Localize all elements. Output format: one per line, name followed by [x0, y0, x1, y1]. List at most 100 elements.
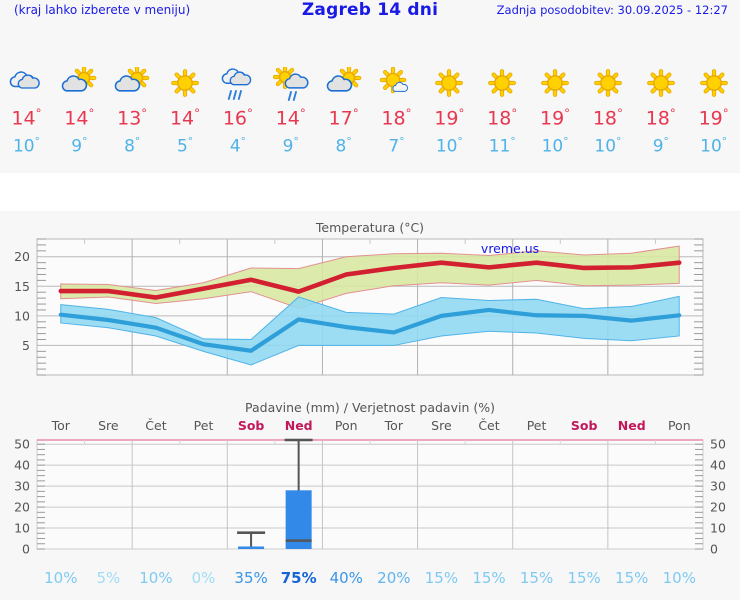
max-temperature: 18° [381, 106, 412, 130]
precipitation-day-label: Tor [384, 418, 403, 433]
precipitation-day-label: Čet [478, 418, 500, 433]
svg-text:vreme.us: vreme.us [481, 241, 539, 256]
day-column[interactable]: 16° 4° [211, 23, 264, 173]
precipitation-probability-row: 10% 5% 10% 0% 35% 75% 40% 20% 15% 15% 15% 15% 15% 10% [37, 569, 703, 593]
precipitation-probability: 15% [424, 569, 459, 587]
svg-text:15: 15 [14, 279, 30, 294]
section-divider [0, 173, 740, 211]
min-temperature: 7° [388, 136, 405, 157]
day-column[interactable]: 14° 5° [159, 23, 212, 173]
day-column[interactable]: 18° 9° [634, 23, 687, 173]
max-temperature: 14° [275, 106, 306, 130]
day-column[interactable]: 18° 10° [581, 23, 634, 173]
sunny-icon [588, 67, 628, 101]
precipitation-probability: 20% [377, 569, 411, 587]
precipitation-chart-section: Padavine (mm) / Verjetnost padavin (%) T… [0, 396, 740, 600]
partly-sunny-icon [324, 65, 364, 101]
min-temperature: 10° [700, 136, 728, 157]
precipitation-probability: 15% [519, 569, 554, 587]
precipitation-probability: 35% [234, 569, 268, 587]
svg-text:10: 10 [14, 521, 30, 536]
min-temperature: 9° [71, 136, 88, 157]
precipitation-day-label: Sob [570, 418, 598, 433]
day-column[interactable]: 13° 8° [106, 23, 159, 173]
svg-text:50: 50 [14, 437, 30, 452]
precipitation-day-label: Pet [193, 418, 214, 433]
svg-text:50: 50 [710, 437, 726, 452]
day-columns: 14° 10° 14° 9° 13° 8° 14° 5° 16° 4° 14° 9° 17° 8… [0, 23, 740, 173]
partly-sunny-icon [112, 65, 152, 101]
min-temperature: 11° [488, 136, 516, 157]
max-temperature: 14° [169, 106, 201, 130]
svg-text:10: 10 [710, 521, 726, 536]
precipitation-day-label: Čet [145, 418, 167, 433]
max-temperature: 18° [592, 106, 623, 130]
cloudy-icon [6, 67, 46, 101]
max-temperature: 14° [11, 106, 42, 130]
precipitation-day-label: Ned [284, 418, 313, 433]
precipitation-probability: 10% [44, 569, 78, 587]
precipitation-day-label: Pet [526, 418, 547, 433]
sun-small-cloud-icon [376, 66, 416, 101]
precipitation-probability: 0% [191, 569, 216, 587]
sunny-icon [429, 67, 469, 101]
partly-sunny-icon [59, 65, 99, 101]
max-temperature: 18° [645, 106, 676, 130]
max-temperature: 14° [64, 106, 95, 130]
sunny-icon [641, 67, 681, 101]
precipitation-day-label: Tor [51, 418, 70, 433]
day-column[interactable]: 14° 10° [0, 23, 53, 173]
precipitation-chart-title: Padavine (mm) / Verjetnost padavin (%) [245, 400, 495, 415]
day-column[interactable]: 19° 10° [423, 23, 476, 173]
min-temperature: 9° [652, 136, 669, 157]
temperature-chart: 5 10 15 20 vreme.us [14, 238, 704, 376]
day-column[interactable]: 18° 11° [476, 23, 529, 173]
precipitation-day-label: Ned [617, 418, 646, 433]
precipitation-probability: 15% [472, 569, 506, 587]
svg-text:5: 5 [22, 338, 30, 353]
day-column[interactable]: 19° 10° [529, 23, 582, 173]
min-temperature: 4° [229, 136, 246, 157]
max-temperature: 17° [328, 106, 359, 130]
day-column[interactable]: 17° 8° [317, 23, 370, 173]
min-temperature: 8° [335, 136, 352, 157]
precipitation-day-label: Sob [237, 418, 265, 433]
location-menu-note: (kraj lahko izberete v meniju) [14, 3, 191, 17]
day-column[interactable]: 14° 9° [53, 23, 106, 173]
min-temperature: 10° [12, 136, 40, 157]
sunny-icon [694, 67, 734, 101]
day-column[interactable]: 14° 9° [264, 23, 317, 173]
max-temperature: 18° [487, 106, 518, 130]
min-temperature: 10° [594, 136, 622, 157]
precipitation-day-label: Sre [98, 418, 119, 433]
precipitation-probability: 15% [567, 569, 601, 587]
max-temperature: 19° [539, 106, 571, 130]
sun-rain-icon [271, 64, 311, 101]
precipitation-probability: 10% [662, 569, 696, 587]
min-temperature: 10° [541, 136, 569, 157]
min-temperature: 5° [176, 136, 194, 157]
svg-text:0: 0 [22, 542, 30, 557]
precipitation-day-labels: Tor Sre Čet Pet Sob Ned Pon Tor Sre Čet Pet Sob Ned P… [37, 418, 703, 436]
sunny-icon [165, 67, 205, 101]
svg-text:0: 0 [710, 542, 718, 557]
day-column[interactable]: 18° 7° [370, 23, 423, 173]
daily-forecast-strip: 14° 10° 14° 9° 13° 8° 14° 5° 16° 4° 14° 9° 17° 8… [0, 23, 740, 173]
day-column[interactable]: 19° 10° [687, 23, 740, 173]
min-temperature: 10° [435, 136, 463, 157]
temperature-chart-title: Temperatura (°C) [315, 220, 425, 235]
precipitation-probability: 15% [615, 569, 649, 587]
page-title: Zagreb 14 dni [301, 0, 439, 20]
precipitation-probability: 5% [96, 569, 121, 587]
precipitation-day-label: Pon [334, 418, 358, 433]
max-temperature: 19° [434, 106, 465, 130]
svg-text:20: 20 [710, 500, 726, 515]
svg-text:30: 30 [14, 479, 30, 494]
precipitation-probability: 75% [280, 569, 317, 587]
min-temperature: 8° [124, 136, 141, 157]
svg-text:30: 30 [710, 479, 726, 494]
max-temperature: 16° [222, 106, 253, 130]
sunny-icon [482, 67, 522, 101]
precipitation-day-label: Sre [431, 418, 452, 433]
